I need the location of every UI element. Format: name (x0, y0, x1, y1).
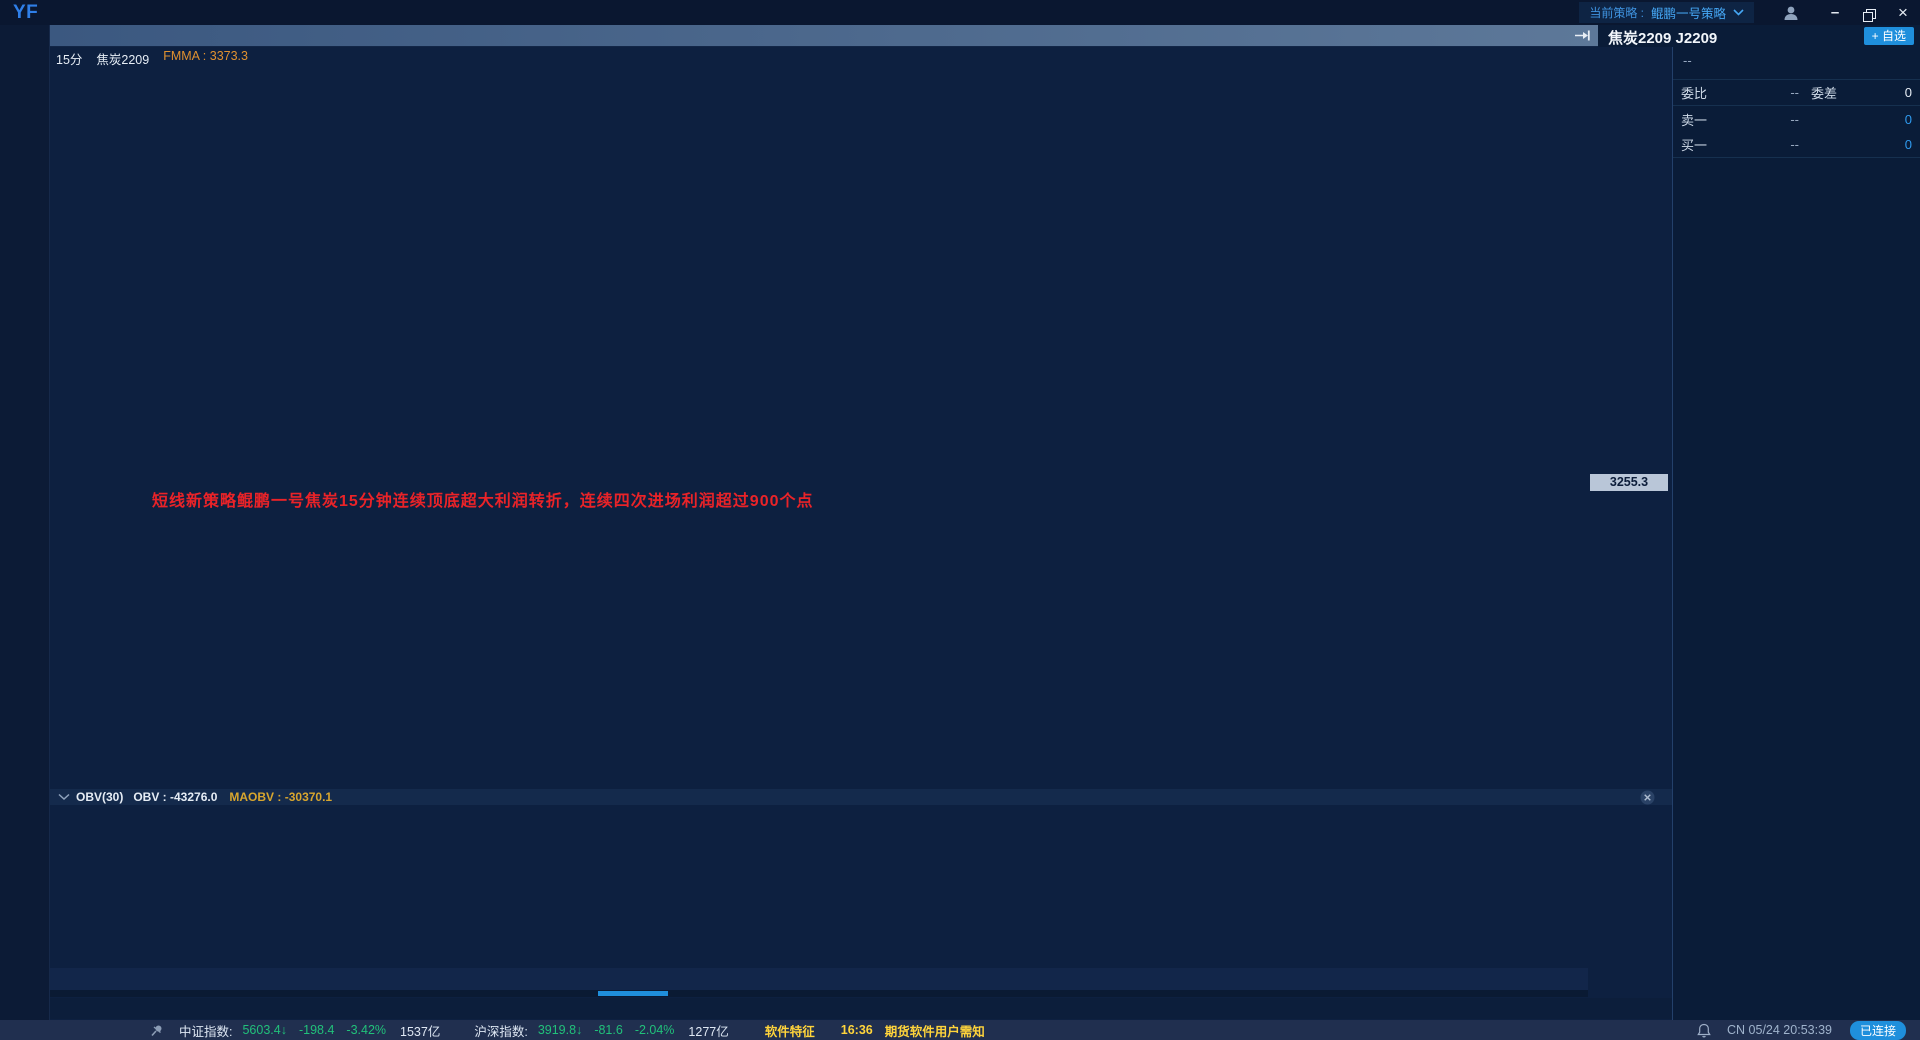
symbol-title: 焦炭2209 J2209 (1608, 30, 1718, 47)
indicator-tab-bar (50, 998, 1672, 1019)
connection-status-badge: 已连接 (1849, 1020, 1906, 1040)
quote-label: 委比 (1681, 86, 1708, 101)
quote-label: 卖一 (1681, 112, 1708, 128)
legend-fmma: FMMA : 3373.3 (163, 49, 248, 63)
restore-button[interactable] (1852, 3, 1886, 22)
quote-label: 买一 (1681, 138, 1708, 153)
quote-panel: -- 委比 -- 委差 0 卖一 -- 0 买一 -- 0 (1672, 47, 1920, 1020)
maobv-value: MAOBV : -30370.1 (229, 790, 333, 804)
notice-link-2[interactable]: 期货软件用户需知 (884, 1024, 985, 1039)
strategy-label: 当前策略 : (1589, 6, 1644, 20)
left-sidebar (0, 25, 50, 1020)
quote-value: 0 (1904, 85, 1912, 100)
chart-legend: 15分 焦炭2209 FMMA : 3373.3 (56, 49, 248, 67)
bell-icon[interactable] (1697, 1023, 1711, 1038)
chart-scrollbar[interactable] (50, 990, 1588, 997)
last-price-badge: 3255.3 (1590, 474, 1668, 491)
status-bar: 中证指数: 5603.4↓ -198.4 -3.42% 1537亿 沪深指数: … (0, 1020, 1920, 1040)
timeframe-toolbar (50, 25, 1598, 47)
obv-name: OBV(30) (76, 790, 124, 804)
index-a-value: 5603.4↓ (242, 1023, 287, 1037)
scrollbar-thumb[interactable] (598, 991, 668, 996)
index-b-label: 沪深指数: (474, 1024, 528, 1039)
notice-time: 16:36 (840, 1023, 873, 1037)
quote-value: -- (1790, 85, 1799, 100)
region-clock: CN 05/24 20:53:39 (1727, 1023, 1832, 1037)
quote-value: -- (1790, 137, 1799, 152)
index-b-percent: -2.04% (634, 1023, 675, 1037)
quote-row-sell1: 卖一 -- 0 (1673, 106, 1920, 132)
add-watchlist-button[interactable]: + 自选 (1863, 27, 1914, 45)
legend-symbol: 焦炭2209 (96, 53, 150, 67)
index-a-amount: 1537亿 (400, 1024, 441, 1039)
index-b-amount: 1277亿 (688, 1024, 729, 1039)
app-logo: YF (13, 2, 39, 23)
obv-value: OBV : -43276.0 (133, 790, 218, 804)
quote-row-buy1: 买一 -- 0 (1673, 132, 1920, 158)
obv-chart[interactable] (50, 806, 1588, 968)
chevron-down-icon[interactable] (58, 793, 70, 801)
pin-icon[interactable] (150, 1024, 163, 1037)
quote-value: 0 (1904, 137, 1912, 152)
quote-row-weibi: 委比 -- 委差 0 (1673, 80, 1920, 106)
obv-indicator-header: OBV(30) OBV : -43276.0 MAOBV : -30370.1 (50, 789, 1672, 805)
legend-timeframe: 15分 (56, 53, 83, 67)
title-bar: YF 当前策略 : 鲲鹏一号策略 – × (0, 0, 1920, 25)
quote-value: 0 (1904, 111, 1912, 127)
candlestick-chart[interactable] (50, 67, 1588, 785)
index-a-change: -198.4 (298, 1023, 335, 1037)
strategy-headline-text: 短线新策略鲲鹏一号焦炭15分钟连续顶底超大利润转折，连续四次进场利润超过900个… (152, 493, 814, 510)
titlebar-right-group: 当前策略 : 鲲鹏一号策略 – × (1579, 0, 1920, 25)
index-a-percent: -3.42% (346, 1023, 387, 1037)
user-account-icon[interactable] (1782, 4, 1800, 22)
minimize-button[interactable]: – (1830, 4, 1840, 21)
index-b-value: 3919.8↓ (537, 1023, 583, 1037)
strategy-dropdown[interactable]: 当前策略 : 鲲鹏一号策略 (1579, 2, 1754, 23)
strategy-value: 鲲鹏一号策略 (1650, 7, 1726, 21)
quote-empty-value: -- (1673, 47, 1920, 80)
collapse-panel-icon[interactable] (1574, 29, 1590, 42)
symbol-header: 焦炭2209 J2209 + 自选 (1598, 25, 1920, 47)
index-a-label: 中证指数: (179, 1024, 233, 1039)
notice-link[interactable]: 软件特征 (764, 1024, 815, 1039)
quote-value: -- (1790, 111, 1799, 127)
index-b-change: -81.6 (594, 1023, 623, 1037)
quote-label: 委差 (1811, 86, 1838, 101)
close-button[interactable]: × (1898, 3, 1908, 22)
close-indicator-icon[interactable] (1640, 790, 1655, 805)
chevron-down-icon (1733, 9, 1744, 16)
time-axis (50, 968, 1588, 990)
